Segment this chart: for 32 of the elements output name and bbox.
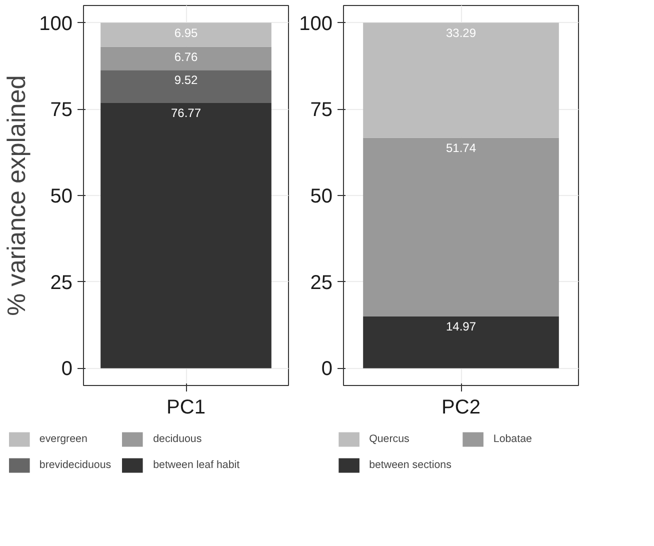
- data-label: 76.77: [170, 106, 202, 120]
- legend-label: brevideciduous: [39, 459, 112, 471]
- y-tick-label: 50: [310, 186, 333, 208]
- bar: [100, 70, 272, 104]
- data-label: 6.76: [174, 50, 198, 64]
- x-tick-label: PC1: [166, 396, 206, 418]
- data-label: 33.29: [446, 26, 476, 40]
- y-tick-label: 25: [50, 272, 73, 294]
- y-tick-label: 75: [310, 99, 333, 122]
- data-label: 6.95: [174, 26, 198, 40]
- legend-label: Lobatae: [493, 433, 532, 445]
- data-label: 51.74: [446, 140, 476, 155]
- bar: [100, 46, 272, 70]
- y-tick-label: 75: [50, 99, 73, 122]
- bar: [100, 22, 272, 47]
- y-tick-label: 25: [310, 272, 333, 294]
- y-tick-label: 0: [61, 358, 72, 380]
- y-tick-label: 0: [321, 358, 332, 380]
- y-tick-label: 50: [50, 186, 73, 208]
- legend-label: Quercus: [369, 433, 410, 445]
- bar: [363, 22, 559, 138]
- data-label: 14.97: [446, 320, 476, 334]
- legend-label: between sections: [369, 459, 452, 471]
- y-tick-label: 100: [39, 12, 73, 35]
- y-tick-label: 100: [299, 12, 333, 35]
- legend-label: evergreen: [39, 433, 88, 445]
- legend-label: between leaf habit: [153, 459, 240, 471]
- data-label: 9.52: [174, 73, 198, 88]
- x-tick-label: PC2: [442, 396, 480, 418]
- bar: [363, 316, 559, 368]
- y-axis-title: % variance explained: [3, 75, 32, 316]
- legend-label: deciduous: [153, 433, 202, 445]
